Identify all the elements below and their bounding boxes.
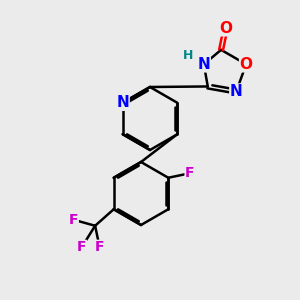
Text: H: H xyxy=(183,49,194,62)
Text: F: F xyxy=(185,166,195,180)
Text: N: N xyxy=(230,84,243,99)
Text: O: O xyxy=(240,57,253,72)
Text: F: F xyxy=(95,240,104,254)
Text: F: F xyxy=(69,213,78,227)
Text: O: O xyxy=(219,21,232,36)
Text: F: F xyxy=(77,240,86,254)
Text: N: N xyxy=(116,95,129,110)
Text: N: N xyxy=(197,57,210,72)
